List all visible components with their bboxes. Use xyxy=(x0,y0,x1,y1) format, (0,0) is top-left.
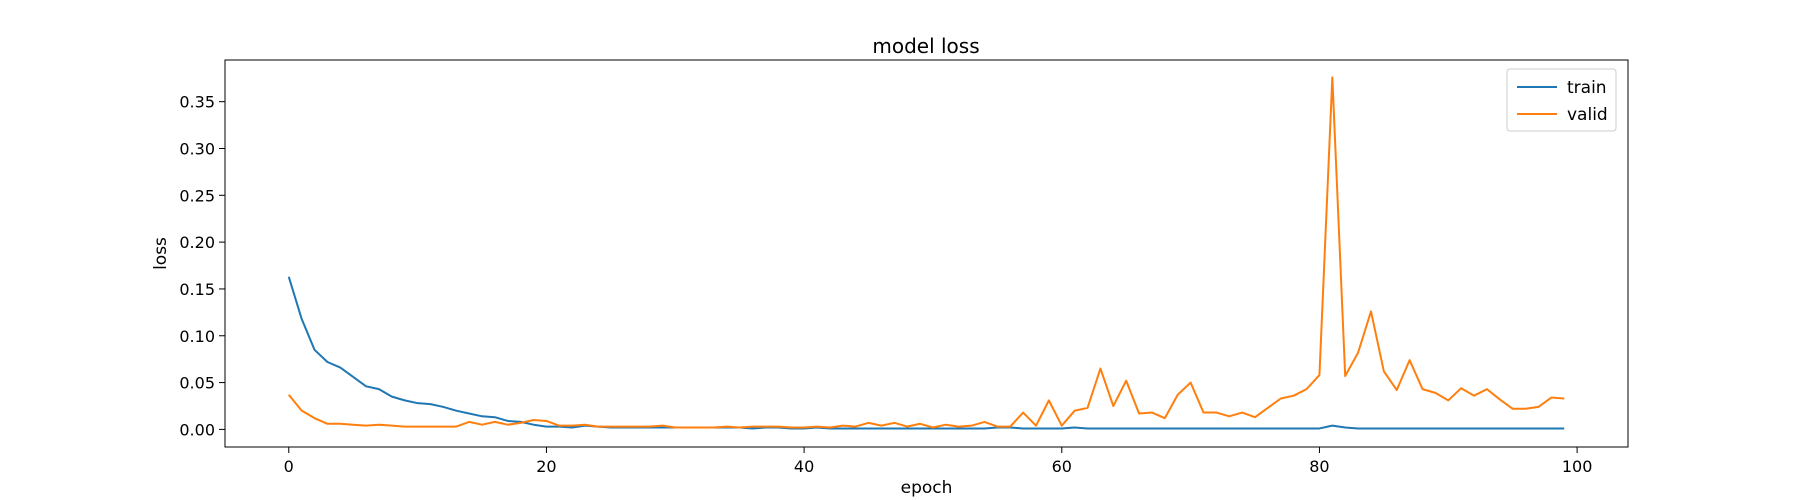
legend-label-valid: valid xyxy=(1567,105,1608,125)
y-tick-label: 0.05 xyxy=(179,374,215,393)
x-tick-label: 80 xyxy=(1309,457,1329,476)
x-tick-label: 60 xyxy=(1052,457,1072,476)
y-tick-label: 0.15 xyxy=(179,280,215,299)
y-tick-label: 0.20 xyxy=(179,233,215,252)
legend-item-valid: valid xyxy=(1517,105,1608,125)
x-tick-label: 20 xyxy=(536,457,556,476)
x-axis-title: epoch xyxy=(901,478,953,498)
series-line-valid xyxy=(287,76,1565,429)
y-tick-label: 0.10 xyxy=(179,327,215,346)
chart-title: model loss xyxy=(872,34,979,58)
series-line-train xyxy=(287,276,1565,430)
plot-frame xyxy=(224,59,1629,448)
legend-label-train: train xyxy=(1567,78,1607,98)
plot-area xyxy=(224,59,1629,448)
y-tick-label: 0.00 xyxy=(179,420,215,439)
y-axis: 0.00 0.05 0.10 0.15 0.20 0.25 0.30 0.35 xyxy=(179,93,225,439)
series-layer xyxy=(287,76,1565,430)
legend-items: train valid xyxy=(1517,78,1608,125)
y-tick-label: 0.25 xyxy=(179,186,215,205)
legend: train valid xyxy=(1506,68,1617,132)
x-tick-label: 40 xyxy=(794,457,814,476)
legend-item-train: train xyxy=(1517,78,1607,98)
x-axis: 0 20 40 60 80 100 xyxy=(284,447,1593,476)
x-tick-label: 0 xyxy=(284,457,294,476)
legend-box xyxy=(1506,68,1617,132)
y-tick-label: 0.35 xyxy=(179,93,215,112)
y-axis-title: loss xyxy=(151,237,171,270)
y-tick-label: 0.30 xyxy=(179,139,215,158)
x-tick-label: 100 xyxy=(1562,457,1593,476)
